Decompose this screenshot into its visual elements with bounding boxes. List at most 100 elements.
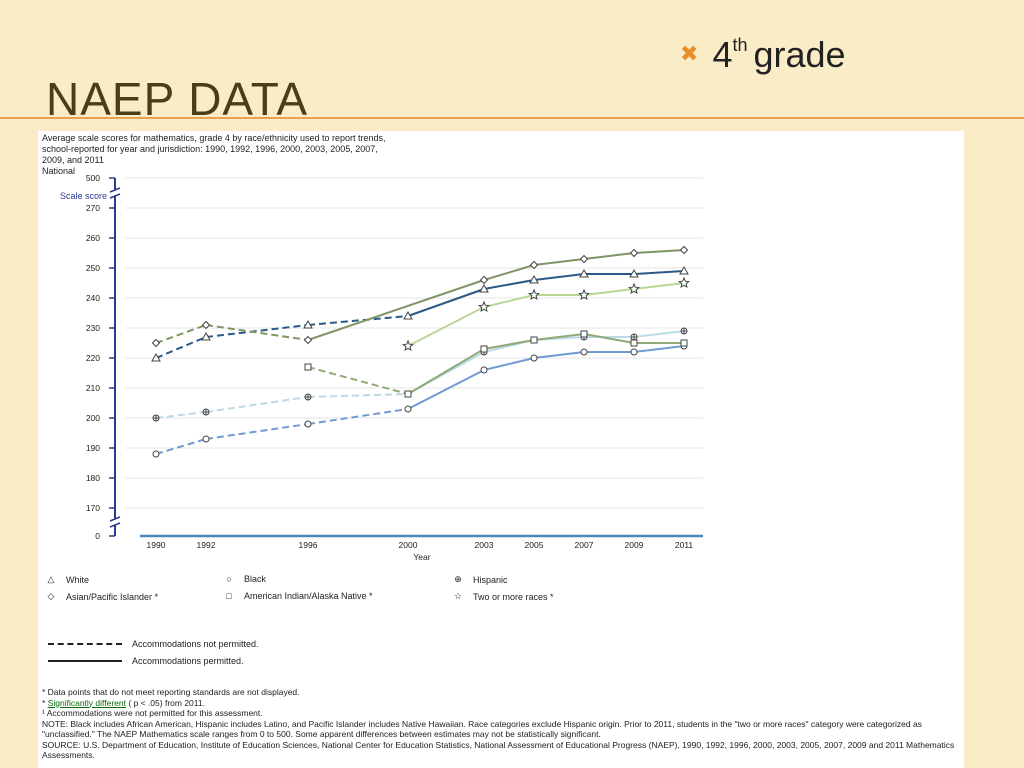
data-point-circle: [480, 366, 488, 374]
y-tick-label: 260: [86, 233, 100, 243]
series-segment: [307, 366, 409, 395]
circle-icon: ○: [226, 574, 232, 584]
y-tick-label: 220: [86, 353, 100, 363]
data-point-star: [677, 276, 691, 289]
series-segment: [633, 270, 685, 275]
data-point-circle: [530, 354, 538, 362]
legend-label: White: [66, 574, 90, 585]
title-divider: [0, 117, 1024, 119]
data-point-star: [477, 300, 491, 313]
note-text: ( p < .05) from 2011.: [128, 697, 205, 708]
data-point-diamond: [579, 254, 589, 264]
figure-panel: Average scale scores for mathematics, gr…: [38, 131, 964, 768]
series-segment: [407, 348, 485, 395]
x-axis-title: Year: [413, 552, 430, 562]
y-tick-label: 250: [86, 263, 100, 273]
data-point-circle: [630, 348, 638, 356]
data-point-square: [404, 390, 412, 398]
note-reporting-standards: * Data points that do not meet reporting…: [42, 687, 300, 697]
note-source: SOURCE: U.S. Department of Education, In…: [42, 739, 955, 761]
data-point-diamond: [151, 338, 161, 348]
series-segment: [205, 396, 309, 413]
slide-title: NAEP DATA: [46, 73, 309, 125]
figure-header: Average scale scores for mathematics, gr…: [42, 133, 562, 177]
legend-item-white: △ White: [44, 574, 89, 585]
y-tick-label: 500: [86, 173, 100, 183]
data-point-diamond: [679, 245, 689, 255]
accommodations-permitted: Accommodations permitted.: [48, 656, 244, 666]
bullet-x-icon: ✖: [680, 41, 699, 66]
series-segment: [205, 324, 309, 338]
data-point-square: [530, 336, 538, 344]
series-segment: [583, 252, 635, 260]
series-segment: [533, 273, 585, 281]
data-point-star: [401, 339, 415, 352]
data-point-circle: [404, 405, 412, 413]
significantly-different-link[interactable]: Significantly different: [47, 697, 126, 708]
data-point-diamond: [303, 335, 313, 345]
data-point-star: [527, 288, 541, 301]
data-point-square: [680, 339, 688, 347]
y-tick-label: 200: [86, 413, 100, 423]
series-segment: [407, 288, 485, 317]
square-icon: □: [226, 591, 232, 601]
series-segment: [205, 324, 309, 341]
legend-item-american-indian: □ American Indian/Alaska Native *: [222, 591, 373, 601]
grade-number: 4: [712, 34, 733, 75]
series-segment: [633, 345, 685, 353]
series-segment: [407, 369, 485, 410]
x-tick-label: 2011: [675, 540, 694, 550]
axis-break-mark: [109, 516, 121, 522]
dashed-line-icon: [48, 643, 122, 645]
data-point-star: [627, 282, 641, 295]
grade-ordinal-suffix: th: [732, 35, 748, 55]
series-segment: [483, 339, 535, 350]
x-tick-label: 1996: [299, 540, 318, 550]
series-segment: [633, 330, 685, 338]
data-point-diamond: [529, 260, 539, 270]
legend-item-asian-pacific-islander: ◇ Asian/Pacific Islander *: [44, 591, 159, 602]
data-point-diamond: [629, 248, 639, 258]
header-line: Average scale scores for mathematics, gr…: [42, 133, 386, 143]
series-segment: [483, 264, 535, 281]
x-tick-label: 2005: [525, 540, 544, 550]
data-point-circle: [202, 435, 210, 443]
series-segment: [533, 333, 585, 341]
x-tick-label: 1992: [197, 540, 216, 550]
series-segment: [407, 306, 485, 347]
x-tick-label: 2003: [475, 540, 494, 550]
legend-label: Hispanic: [473, 574, 508, 585]
legend-label: American Indian/Alaska Native *: [244, 591, 373, 601]
series-segment: [533, 258, 585, 266]
chart-legend: △ White ○ Black ⊕ Hispanic ◇ Asian/Pacif…: [38, 131, 964, 611]
header-line: National: [42, 166, 76, 176]
data-point-square: [480, 345, 488, 353]
series-segment: [583, 333, 635, 344]
data-point-triangle: [579, 268, 589, 278]
data-point-triangle: [679, 265, 689, 275]
line-chart: Scale score 500 270 260 250 240 230 220 210 200 19…: [60, 173, 703, 562]
series-segment: [205, 423, 309, 440]
data-point-diamond: [479, 275, 489, 285]
data-point-diamond: [201, 320, 211, 330]
legend-label: Black: [244, 574, 267, 584]
series-segment: [307, 408, 409, 425]
x-tick-label: 1990: [147, 540, 166, 550]
y-tick-label: 0: [95, 531, 100, 541]
x-tick-label: 2000: [399, 540, 418, 550]
series-segment: [633, 249, 685, 254]
data-point-circle: [152, 450, 160, 458]
series-segment: [633, 282, 685, 290]
data-point-circle: [304, 420, 312, 428]
legend-label: Two or more races *: [473, 591, 554, 602]
data-point-square: [304, 363, 312, 371]
x-tick-label: 2009: [625, 540, 644, 550]
series-segment: [155, 324, 207, 344]
note-accommodations: ¹ Accommodations were not permitted for …: [42, 708, 263, 718]
data-point-square: [630, 339, 638, 347]
data-point-triangle: [529, 274, 539, 284]
x-tick-label: 2007: [575, 540, 594, 550]
note-race-categories: NOTE: Black includes African American, H…: [42, 718, 922, 740]
data-point-square: [580, 330, 588, 338]
header-line: school-reported for year and jurisdictio…: [42, 144, 378, 154]
